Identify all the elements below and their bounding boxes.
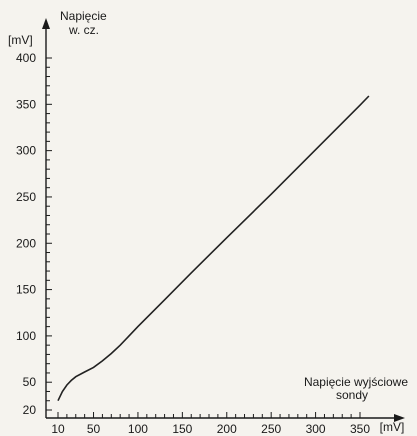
y-tick-label: 20	[23, 403, 37, 417]
axes	[42, 18, 405, 422]
x-tick-label: 50	[87, 422, 101, 436]
x-tick-label: 150	[172, 422, 192, 436]
x-axis-title-line-2: sondy	[336, 388, 368, 402]
x-axis-title-line-1: Napięcie wyjściowe	[304, 375, 408, 389]
y-tick-label: 400	[16, 51, 36, 65]
y-axis-unit: [mV]	[8, 33, 33, 47]
x-tick-label: 350	[350, 422, 370, 436]
y-tick-label: 150	[16, 283, 36, 297]
series-line	[57, 95, 370, 402]
y-tick-label: 50	[23, 375, 37, 389]
x-tick-label: 250	[261, 422, 281, 436]
x-tick-label: 200	[217, 422, 237, 436]
y-axis-title-line-1: Napięcie	[60, 9, 107, 23]
x-axis-arrow-icon	[394, 414, 405, 422]
y-tick-label: 250	[16, 190, 36, 204]
y-tick-label: 350	[16, 97, 36, 111]
x-tick-label: 300	[306, 422, 326, 436]
y-axis-arrow-icon	[42, 18, 50, 29]
y-tick-labels: 20 50 100 150 200 250 300 350 400	[16, 51, 36, 417]
y-axis-title-line-2: w. cz.	[68, 23, 99, 37]
y-tick-label: 100	[16, 329, 36, 343]
y-tick-label: 200	[16, 236, 36, 250]
minor-ticks	[46, 57, 361, 418]
x-axis-unit: [mV]	[380, 420, 405, 434]
y-tick-label: 300	[16, 144, 36, 158]
x-tick-label: 100	[128, 422, 148, 436]
x-tick-label: 10	[51, 422, 65, 436]
x-tick-labels: 10 50 100 150 200 250 300 350	[51, 422, 370, 436]
